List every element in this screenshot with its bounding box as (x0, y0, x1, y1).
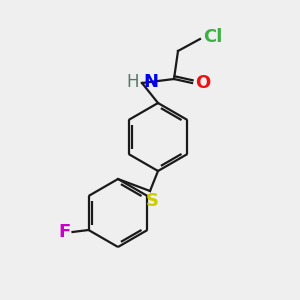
Text: S: S (146, 192, 158, 210)
Text: F: F (58, 223, 70, 241)
Text: Cl: Cl (203, 28, 222, 46)
Text: H: H (127, 73, 139, 91)
Text: O: O (195, 74, 210, 92)
Text: N: N (143, 73, 158, 91)
